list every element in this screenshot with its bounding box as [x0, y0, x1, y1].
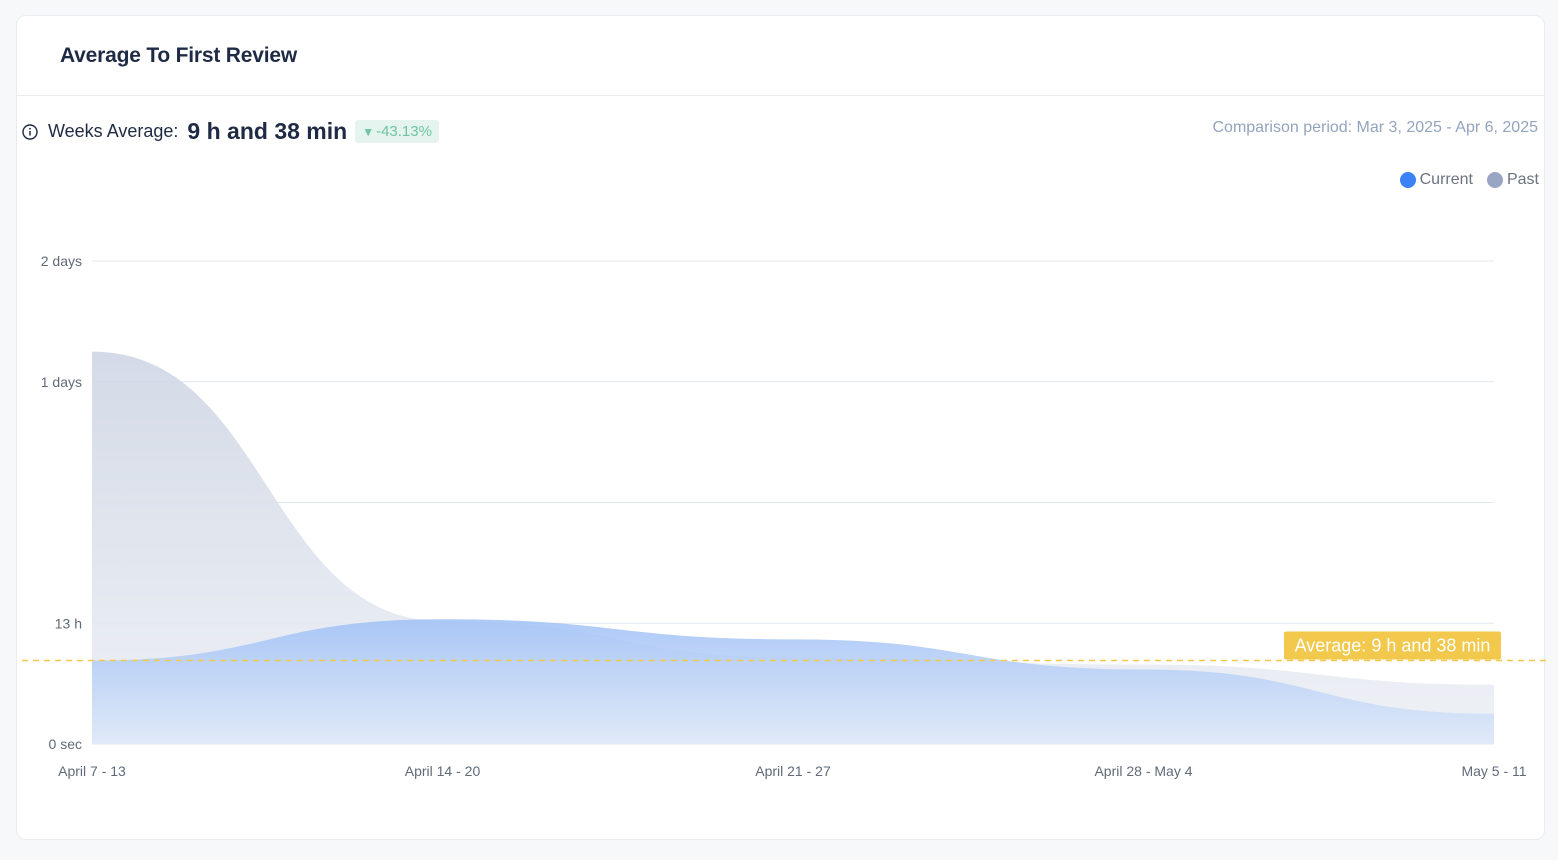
card-title: Average To First Review — [60, 43, 297, 67]
change-value: -43.13% — [376, 123, 432, 140]
x-tick-label: April 21 - 27 — [755, 763, 831, 779]
average-label: Average: 9 h and 38 min — [1295, 635, 1491, 655]
weeks-average-summary: Weeks Average: 9 h and 38 min ▼ -43.13% — [22, 118, 439, 145]
legend-label-current: Current — [1419, 171, 1473, 188]
y-tick-label: 0 sec — [49, 736, 82, 752]
x-tick-label: April 28 - May 4 — [1094, 763, 1192, 779]
comparison-period: Comparison period: Mar 3, 2025 - Apr 6, … — [1212, 119, 1538, 136]
down-arrow-icon: ▼ — [362, 124, 375, 139]
x-tick-label: April 7 - 13 — [58, 763, 126, 779]
info-icon[interactable] — [22, 123, 38, 140]
weeks-average-label: Weeks Average: — [48, 121, 179, 141]
legend-item-current[interactable]: Current — [1399, 171, 1473, 189]
change-badge: ▼ -43.13% — [355, 120, 439, 143]
series-area-current — [92, 619, 1494, 744]
y-tick-label: 2 days — [41, 253, 82, 269]
legend-dot-current — [1399, 172, 1416, 188]
average-label-box — [1284, 631, 1501, 660]
legend-label-past: Past — [1506, 171, 1539, 188]
chart-legend: Current Past — [1399, 171, 1539, 189]
legend-dot-past — [1486, 172, 1503, 188]
legend-item-past[interactable]: Past — [1486, 171, 1539, 189]
x-tick-label: April 14 - 20 — [405, 763, 481, 779]
y-tick-label: 13 h — [55, 615, 82, 631]
x-tick-label: May 5 - 11 — [1461, 763, 1526, 779]
card-header: Average To First Review — [17, 16, 1544, 96]
y-tick-label: 1 days — [41, 374, 82, 390]
weeks-average-value: 9 h and 38 min — [187, 118, 348, 144]
